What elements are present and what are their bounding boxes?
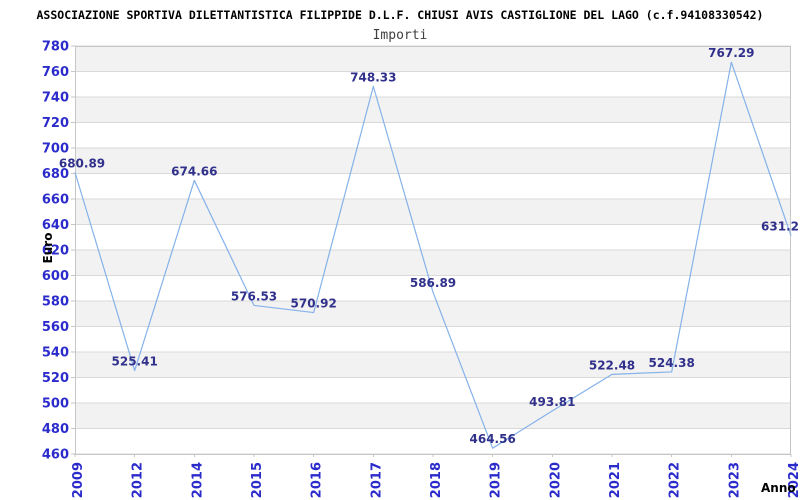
plot-band [75,97,791,123]
x-axis-labels: 2009 2012 2014 2015 2016 2017 2018 2019 2020 2021… [71,462,800,498]
data-point-label: 493.81 [529,395,575,409]
plot-band [75,199,791,225]
y-tick-label: 680 [42,167,69,182]
data-point-label: 570.92 [291,297,337,311]
y-tick-label: 460 [42,448,69,463]
y-tick-label: 520 [42,371,69,386]
x-tick-label: 2023 [727,462,742,498]
plot-band [75,46,791,72]
chart-title: ASSOCIAZIONE SPORTIVA DILETTANTISTICA FI… [37,8,764,22]
data-point-labels: 680.89 525.41 674.66 576.53 570.92 748.33 586.… [59,46,799,446]
plot-band [75,301,791,327]
y-tick-label: 780 [42,40,69,55]
x-tick-label: 2021 [608,462,623,498]
data-point-label: 767.29 [708,46,754,60]
plot-band [75,352,791,378]
x-tick-label: 2009 [71,462,86,498]
y-tick-label: 600 [42,269,69,284]
y-tick-label: 540 [42,346,69,361]
plot-band [75,148,791,174]
data-point-label: 525.41 [112,355,158,369]
x-tick-label: 2018 [429,462,444,498]
plot-band [75,250,791,276]
x-tick-label: 2014 [190,462,205,498]
data-point-label: 576.53 [231,289,277,303]
x-axis-title: Anno [761,481,796,495]
x-tick-label: 2015 [250,462,265,498]
plot-band [75,403,791,429]
chart-subtitle: Importi [373,28,428,43]
x-tick-label: 2022 [668,462,683,498]
y-tick-label: 640 [42,218,69,233]
y-tick-label: 480 [42,422,69,437]
y-tick-label: 720 [42,116,69,131]
x-tick-label: 2012 [131,462,146,498]
y-tick-label: 620 [42,244,69,259]
y-tick-label: 700 [42,142,69,157]
data-point-label: 522.48 [589,358,635,372]
y-axis-title: Euro [41,233,55,264]
x-tick-label: 2017 [369,462,384,498]
x-tick-label: 2019 [489,462,504,498]
y-tick-label: 740 [42,91,69,106]
x-tick-label: 2024 [787,462,800,498]
data-point-label: 748.33 [350,70,396,84]
y-tick-label: 760 [42,65,69,80]
y-tick-label: 580 [42,295,69,310]
data-point-label: 464.56 [470,432,516,446]
x-tick-label: 2016 [310,462,325,498]
data-point-label: 680.89 [59,156,105,170]
y-axis-labels: 460 480 500 520 540 560 580 600 620 640 660 680 700 7… [42,40,69,463]
axis-ticks [71,45,792,457]
data-line [74,61,792,449]
data-point-label: 674.66 [171,164,217,178]
y-tick-label: 500 [42,397,69,412]
data-point-label: 631.2 [761,220,799,234]
x-tick-label: 2020 [548,462,563,498]
y-tick-label: 660 [42,193,69,208]
data-point-label: 524.38 [649,356,695,370]
y-tick-label: 560 [42,320,69,335]
plot-bands [75,46,791,429]
line-series [74,61,792,449]
data-point-label: 586.89 [410,276,456,290]
